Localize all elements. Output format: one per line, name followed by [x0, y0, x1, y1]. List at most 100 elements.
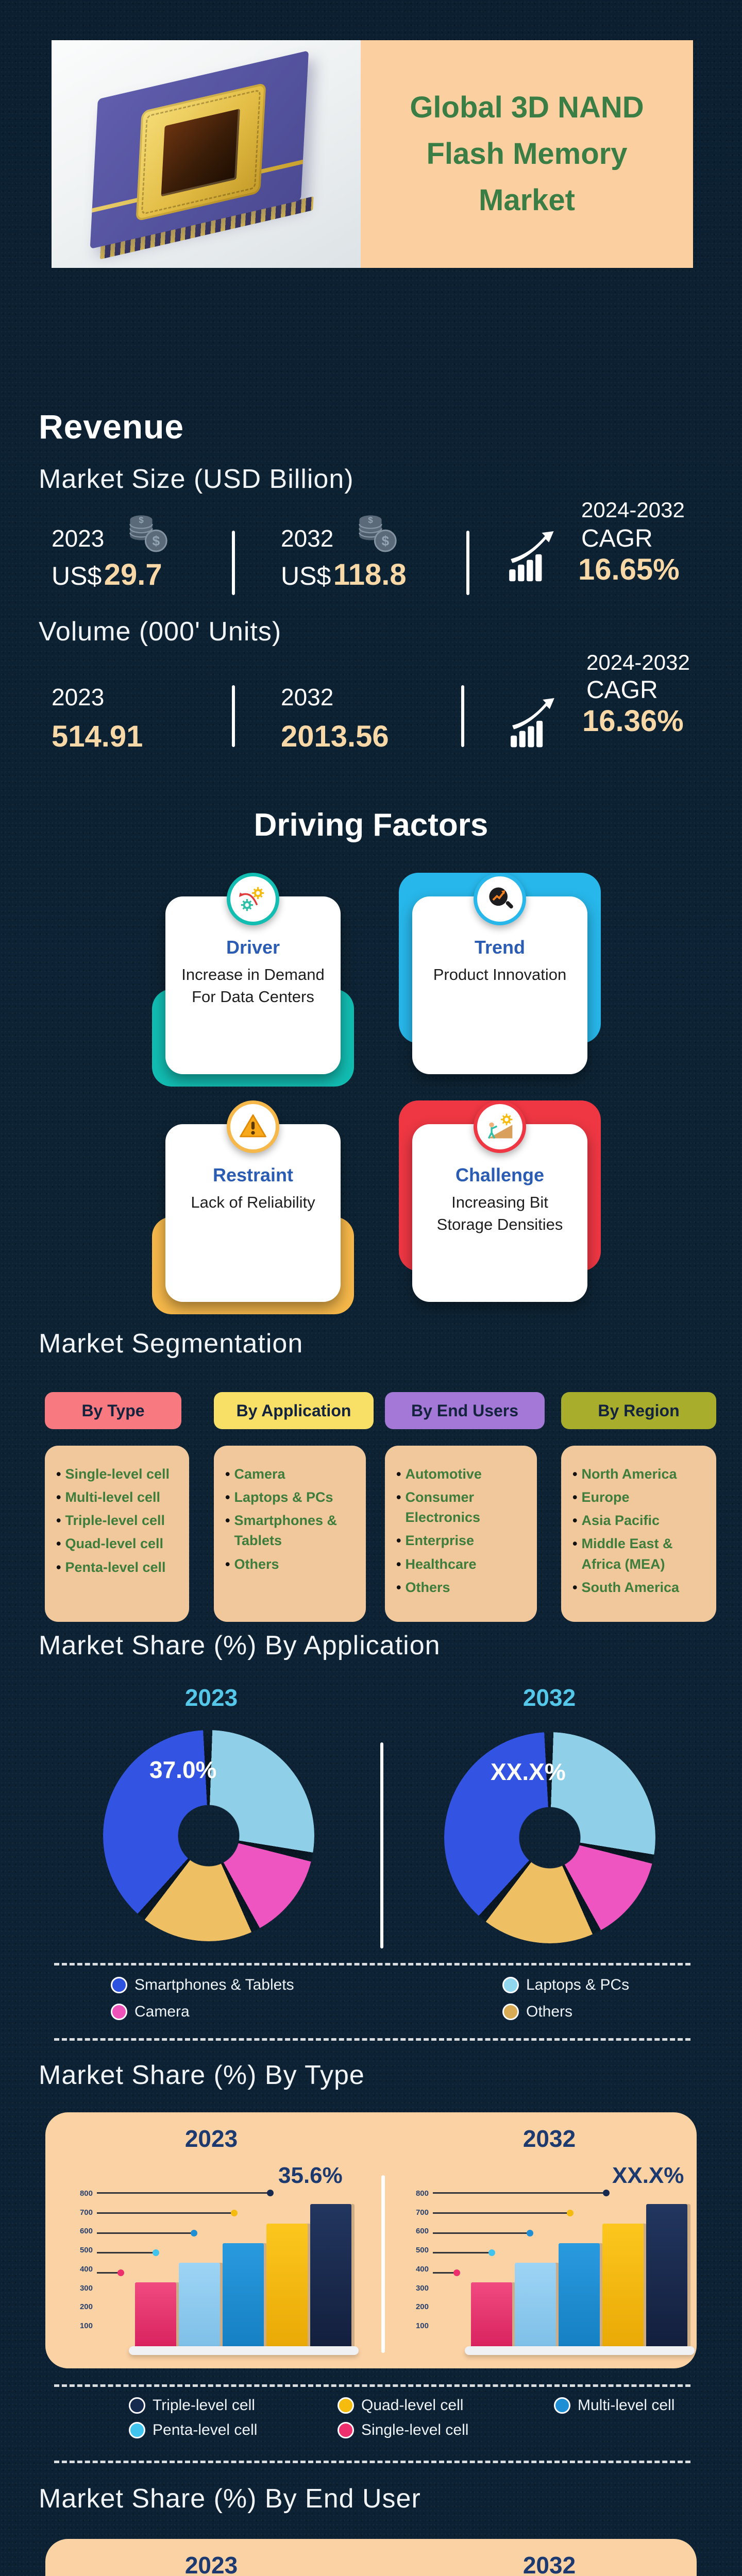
legend-swatch — [502, 2004, 519, 2020]
leader-line — [433, 2210, 574, 2216]
leader-dot — [453, 2269, 460, 2276]
type-bar-chart-2023: 800 700 600 500 400 300 200 100 — [71, 2189, 380, 2357]
axis-tick: 500 — [415, 2246, 429, 2255]
list-by-region: • North America • Europe • Asia Pacific • Middl… — [561, 1446, 716, 1622]
card-label: Challenge — [455, 1164, 545, 1185]
list-item-label: Automotive — [405, 1466, 482, 1482]
card-text: Product Innovation — [433, 965, 567, 984]
svg-text:$: $ — [381, 533, 389, 549]
leader-dot — [117, 2269, 124, 2276]
axis-tick: 100 — [415, 2321, 429, 2330]
divider — [466, 531, 469, 595]
legend-label: Triple-level cell — [153, 2397, 255, 2414]
bullet: • — [396, 1556, 401, 1572]
bar-quad-level — [602, 2224, 644, 2346]
bullet: • — [572, 1513, 578, 1529]
card-restraint: Restraint Lack of Reliability — [152, 1100, 354, 1314]
list-item-label: Smartphones & Tablets — [234, 1513, 337, 1549]
driving-factors-title: Driving Factors — [254, 807, 488, 843]
divider — [232, 531, 235, 595]
leader-dot — [527, 2230, 533, 2236]
legend-swatch — [554, 2397, 570, 2414]
list-item-label: Consumer Electronics — [405, 1489, 481, 1526]
axis-tick: 700 — [415, 2208, 429, 2217]
donut-2032-value: XX.X% — [491, 1758, 566, 1785]
legend-label: Others — [526, 2003, 573, 2020]
dashed-divider — [54, 2038, 690, 2041]
leader-line — [433, 2249, 495, 2256]
bullet: • — [396, 1533, 401, 1549]
app-year-2032: 2032 — [522, 1684, 576, 1711]
dashed-divider — [54, 2384, 690, 2387]
pill-by-type: By Type — [45, 1392, 181, 1429]
bullet: • — [572, 1466, 578, 1482]
pill-by-end-users: By End Users — [385, 1392, 545, 1429]
legend-label: Multi-level cell — [578, 2397, 675, 2414]
legend-swatch — [338, 2422, 354, 2438]
card-text: Increase in Demand For Data Centers — [181, 965, 325, 1006]
leader-dot — [488, 2249, 495, 2256]
app-year-2023: 2023 — [184, 1684, 238, 1711]
svg-text:$: $ — [152, 533, 160, 549]
svg-text:$: $ — [368, 515, 373, 525]
card-face: Challenge Increasing Bit Storage Densiti… — [412, 1124, 587, 1302]
trend-analysis-icon — [474, 873, 526, 925]
divider — [380, 1742, 383, 1948]
legend-label: Laptops & PCs — [526, 1976, 630, 1993]
list-item: • Quad-level cell — [56, 1534, 180, 1554]
leader-line — [97, 2230, 197, 2236]
list-item-label: Triple-level cell — [65, 1513, 165, 1529]
currency: US$ — [52, 562, 102, 590]
legend-label: Single-level cell — [361, 2421, 469, 2438]
axis-tick: 300 — [415, 2283, 429, 2293]
bullet: • — [396, 1579, 401, 1595]
donut-2023-value: 37.0% — [149, 1756, 217, 1783]
bullet: • — [225, 1489, 230, 1505]
vol-year-2032: 2032 — [281, 684, 334, 710]
segmentation-title: Market Segmentation — [39, 1329, 303, 1359]
axis-tick: 200 — [415, 2302, 429, 2312]
title-panel: Global 3D NAND Flash Memory Market — [361, 40, 693, 268]
dashed-divider — [54, 1963, 690, 1965]
bar-multi-level — [559, 2243, 600, 2346]
list-by-end-users: • Automotive • Consumer Electronics • Enterpr… — [385, 1446, 537, 1622]
card-driver: Driver Increase in Demand For Data Cente… — [152, 873, 354, 1087]
vol-cagr-value: 16.36% — [582, 704, 684, 738]
card-text: Lack of Reliability — [191, 1193, 315, 1211]
ms-value-2032: US$ 118.8 — [281, 557, 407, 592]
leader-line — [97, 2210, 238, 2216]
axis-tick: 400 — [79, 2264, 93, 2274]
card-label: Trend — [474, 937, 525, 958]
vol-cagr-period: 2024-2032 — [586, 650, 690, 674]
leader-line — [97, 2190, 274, 2196]
card-text: Increasing Bit Storage Densities — [436, 1193, 563, 1234]
bar-single-level — [135, 2282, 176, 2346]
list-item: • Middle East & Africa (MEA) — [572, 1534, 707, 1574]
list-item: • Enterprise — [396, 1531, 528, 1551]
axis-tick: 100 — [79, 2321, 93, 2330]
leader-line — [433, 2230, 533, 2236]
list-item-label: Camera — [234, 1466, 285, 1482]
type-year-2032: 2032 — [522, 2125, 576, 2152]
axis-tick: 500 — [79, 2246, 93, 2255]
list-item-label: Middle East & Africa (MEA) — [581, 1536, 673, 1572]
currency: US$ — [281, 562, 331, 590]
uphill-gear-icon — [474, 1100, 526, 1153]
leader-dot — [603, 2190, 610, 2196]
legend-item: Camera — [111, 2003, 502, 2021]
list-item: • Triple-level cell — [56, 1511, 180, 1531]
chart-base — [465, 2346, 695, 2355]
list-item-label: North America — [581, 1466, 677, 1482]
chip-photo-panel — [52, 40, 361, 268]
bullet: • — [56, 1489, 61, 1505]
axis-tick: 400 — [415, 2264, 429, 2274]
leader-dot — [153, 2249, 159, 2256]
list-item-label: Europe — [581, 1489, 630, 1505]
legend-label: Camera — [134, 2003, 190, 2020]
value: 29.7 — [104, 558, 162, 591]
bullet: • — [225, 1556, 230, 1572]
legend-item: Smartphones & Tablets — [111, 1976, 502, 1994]
type-bar-chart-2032: 800 700 600 500 400 300 200 100 — [407, 2189, 716, 2357]
gears-growth-icon — [227, 873, 279, 925]
